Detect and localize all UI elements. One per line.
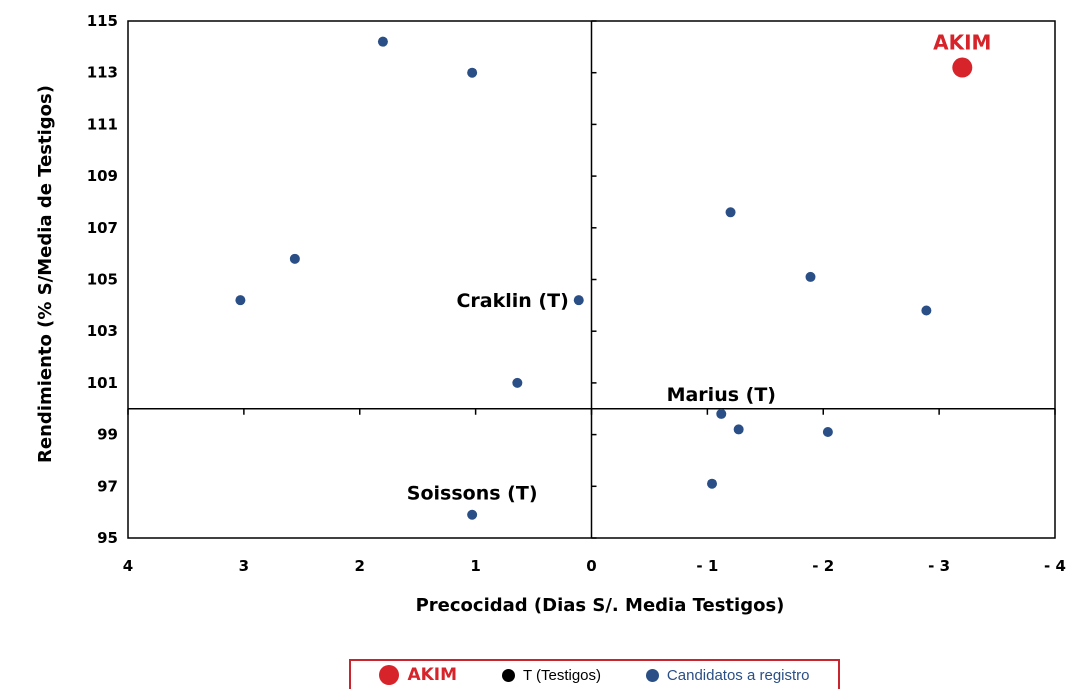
x-tick-label: - 3 [928, 557, 950, 575]
x-tick-label: - 2 [812, 557, 834, 575]
y-tick-label: 105 [87, 271, 118, 289]
ticks-layer: 95 97 99 101 103 105 107 109 111 113 115 4 3 2 1 0 - 1 - … [87, 12, 1066, 575]
y-tick-label: 97 [97, 477, 118, 495]
points-layer [235, 36, 973, 520]
legend-candidatos-marker [645, 668, 659, 682]
legend-item-akim: AKIM [379, 665, 457, 685]
labels-layer: AKIM Craklin (T) Soissons (T) Marius (T) [407, 31, 992, 505]
x-tick-label: 1 [470, 557, 480, 575]
candidate-point [805, 271, 816, 282]
point-data-label: Soissons (T) [407, 483, 538, 505]
candidate-point [467, 67, 478, 78]
candidate-point [235, 295, 246, 306]
x-tick-label: - 1 [696, 557, 718, 575]
y-tick-label: 101 [87, 374, 118, 392]
y-tick-label: 109 [87, 167, 118, 185]
akim-data-label: AKIM [933, 31, 991, 55]
legend-candidatos-label: Candidatos a registro [666, 666, 810, 684]
y-tick-label: 107 [87, 219, 118, 237]
akim-point [952, 57, 973, 78]
legend-item-candidatos: Candidatos a registro [645, 666, 810, 684]
candidate-point [573, 295, 584, 306]
candidate-point [512, 377, 523, 388]
legend-testigos-label: T (Testigos) [522, 666, 602, 684]
y-tick-label: 115 [87, 12, 118, 30]
y-tick-label: 95 [97, 529, 118, 547]
y-tick-label: 111 [87, 115, 118, 133]
candidate-point [716, 408, 727, 419]
x-tick-label: 2 [355, 557, 365, 575]
candidate-point [467, 509, 478, 520]
y-tick-label: 113 [87, 64, 118, 82]
legend: AKIM T (Testigos) Candidatos a registro [349, 659, 840, 689]
y-tick-label: 103 [87, 322, 118, 340]
legend-akim-label: AKIM [407, 665, 458, 685]
legend-item-testigos: T (Testigos) [501, 666, 602, 684]
x-tick-label: - 4 [1044, 557, 1066, 575]
point-data-label: Craklin (T) [456, 290, 568, 312]
candidate-point [707, 478, 718, 489]
candidate-point [289, 253, 300, 264]
x-axis-title: Precocidad (Dias S/. Media Testigos) [416, 595, 785, 616]
candidate-point [921, 305, 932, 316]
candidate-point [377, 36, 388, 47]
legend-testigos-marker [501, 668, 515, 682]
y-axis-title: Rendimiento (% S/Media de Testigos) [35, 85, 56, 463]
candidate-point [822, 427, 833, 438]
x-tick-label: 4 [123, 557, 133, 575]
x-tick-label: 3 [239, 557, 249, 575]
x-tick-label: 0 [586, 557, 596, 575]
candidate-point [733, 424, 744, 435]
point-data-label: Marius (T) [667, 384, 776, 406]
legend-akim-marker [379, 665, 400, 685]
candidate-point [725, 207, 736, 218]
y-tick-label: 99 [97, 426, 118, 444]
